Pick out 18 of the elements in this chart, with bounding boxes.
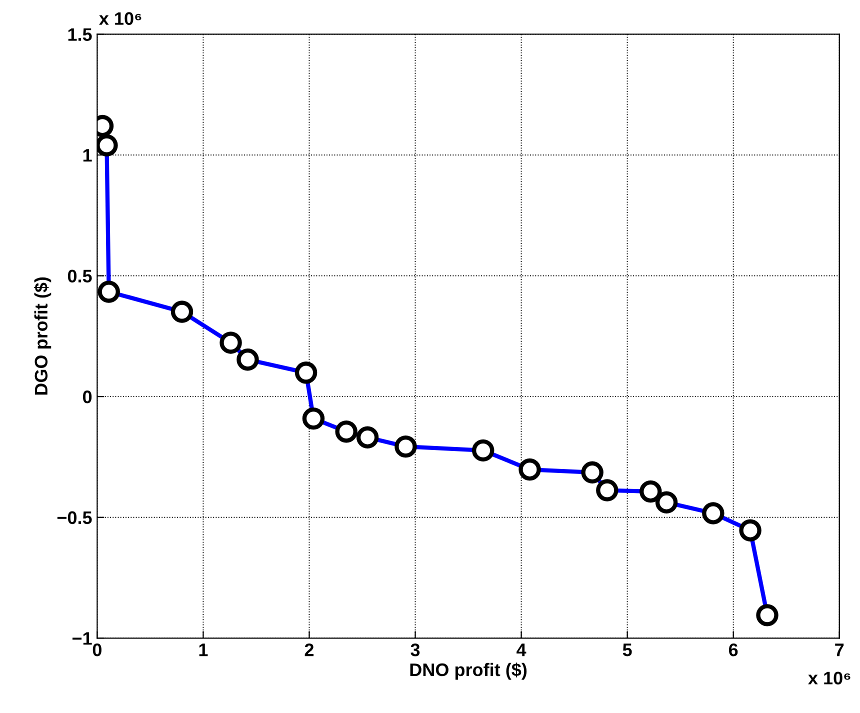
- x-tick-label: 1: [199, 644, 208, 656]
- y-tick-label: −0.5: [57, 511, 92, 524]
- y-tick-label: 1: [83, 149, 92, 162]
- y-tick-label: 1.5: [68, 28, 92, 41]
- y-tick-label: 0.5: [68, 270, 92, 283]
- text: x 10⁶: [808, 672, 850, 684]
- y-tick-label: −1: [72, 632, 92, 645]
- x-axis-title: DNO profit ($): [410, 662, 527, 680]
- x-tick-label: 4: [516, 644, 526, 656]
- x-tick-label: 5: [622, 644, 632, 656]
- y-tick-label: 0: [82, 390, 92, 404]
- x-tick-label: 7: [835, 644, 844, 656]
- x-tick-label: 3: [410, 643, 420, 656]
- x-tick-label: 2: [304, 643, 314, 656]
- text: x 10⁶: [99, 12, 142, 25]
- x-tick-label: 6: [728, 643, 738, 656]
- y-axis-title: DGO profit ($): [34, 277, 52, 395]
- x-tick-label: 0: [92, 643, 102, 656]
